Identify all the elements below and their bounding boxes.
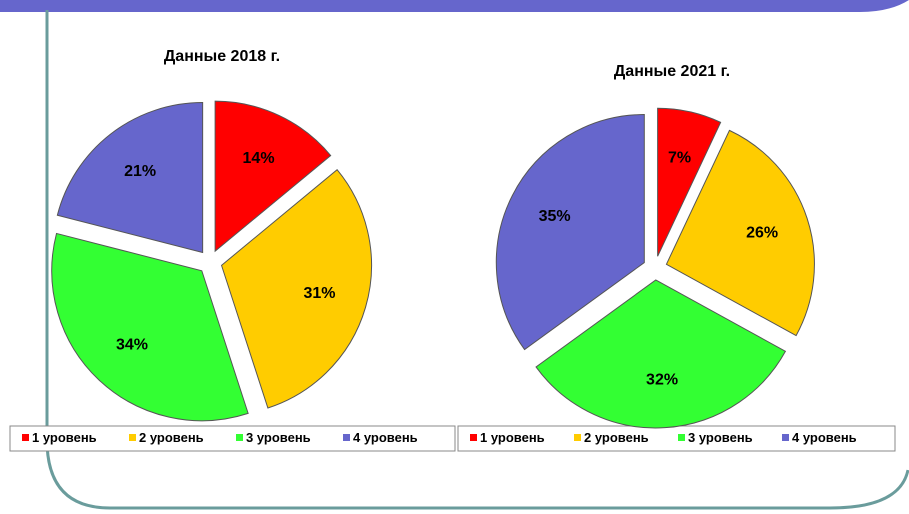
data-label: 32% — [646, 372, 678, 389]
pie-slice — [214, 100, 332, 253]
data-label: 35% — [539, 208, 571, 225]
legend-label: 1 уровень — [32, 430, 97, 445]
chart-title: Данные 2021 г. — [614, 63, 730, 80]
legend-swatch — [22, 434, 29, 441]
pie-slice — [535, 279, 787, 429]
pie-slice — [56, 102, 204, 254]
legend-label: 2 уровень — [584, 430, 649, 445]
data-label: 26% — [746, 224, 778, 241]
legend-label: 1 уровень — [480, 430, 545, 445]
legend-label: 4 уровень — [353, 430, 418, 445]
legend-label: 4 уровень — [792, 430, 857, 445]
slide-frame — [45, 10, 909, 510]
legend-label: 3 уровень — [688, 430, 753, 445]
legend-swatch — [129, 434, 136, 441]
legend-box — [457, 425, 896, 452]
legend-swatch — [236, 434, 243, 441]
data-label: 34% — [116, 336, 148, 353]
legend-swatch — [678, 434, 685, 441]
header-band — [0, 0, 909, 12]
legend-swatch — [782, 434, 789, 441]
legend-label: 2 уровень — [139, 430, 204, 445]
pie-slice — [657, 107, 722, 257]
legend-box — [9, 425, 456, 452]
legend-swatch — [470, 434, 477, 441]
pie-slice — [665, 129, 815, 337]
data-label: 7% — [668, 149, 691, 166]
data-label: 14% — [243, 150, 275, 167]
pie-slice — [495, 114, 645, 351]
legend-swatch — [574, 434, 581, 441]
chart-title: Данные 2018 г. — [164, 48, 280, 65]
pie-slice — [220, 169, 372, 409]
legend-swatch — [343, 434, 350, 441]
data-label: 21% — [124, 163, 156, 180]
data-label: 31% — [303, 285, 335, 302]
legend-label: 3 уровень — [246, 430, 311, 445]
pie-slice — [51, 232, 249, 422]
